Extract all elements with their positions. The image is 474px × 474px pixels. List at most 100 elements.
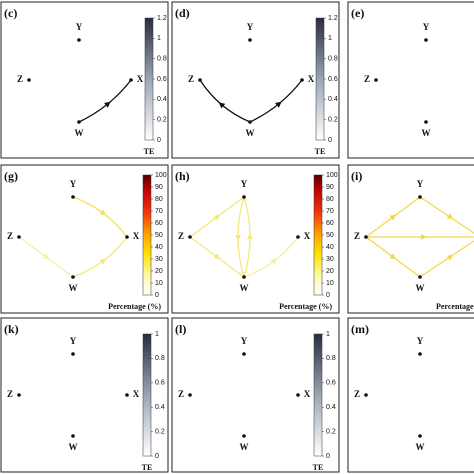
colorbar-tick-label: 1.2: [157, 15, 167, 22]
colorbar-tick-label: 90: [326, 184, 334, 191]
arrowhead: [213, 253, 221, 260]
node-dot: [418, 352, 422, 356]
colorbar-tick-label: 0: [326, 292, 330, 299]
node-dot: [300, 78, 304, 82]
colorbar-label: Percentage (%): [108, 302, 161, 311]
arrowhead: [446, 213, 454, 220]
arrowhead: [247, 233, 253, 239]
colorbar: [142, 333, 152, 457]
node-dot: [188, 393, 192, 397]
colorbar-tick-label: 0.4: [155, 404, 165, 411]
colorbar-tick-label: 80: [155, 196, 163, 203]
node-dot: [17, 235, 21, 239]
colorbar-tick-label: 0: [326, 453, 330, 460]
colorbar-tick-label: 1.2: [328, 15, 338, 22]
colorbar: [313, 174, 323, 296]
colorbar-tick-label: 10: [326, 280, 334, 287]
node-dot: [418, 434, 422, 438]
colorbar-label: Percentage (%): [436, 302, 474, 311]
colorbar-tick-label: 10: [155, 280, 163, 287]
node-label: X: [133, 231, 140, 241]
node-dot: [424, 38, 428, 42]
colorbar-tick-label: 1: [157, 35, 161, 42]
node-label: W: [246, 128, 255, 138]
node-label: X: [304, 389, 311, 399]
arrowhead: [99, 209, 107, 216]
colorbar-tick-label: 0.2: [328, 117, 338, 124]
panel: (g) Y Z X W 0 10 20 30 40 50 60 70 80 90 100 Percentage …: [0, 164, 169, 314]
node-dot: [418, 275, 422, 279]
edge: [419, 240, 474, 278]
edge: [243, 236, 299, 278]
colorbar-tick-label: 0.8: [155, 355, 165, 362]
colorbar-tick-label: 0: [157, 137, 161, 144]
node-label: Z: [178, 231, 184, 241]
colorbar: [144, 17, 154, 141]
panel-border: [347, 1, 474, 159]
node-dot: [71, 195, 75, 199]
node-label: Z: [364, 74, 370, 84]
panel-label: (d): [175, 6, 190, 20]
colorbar-tick-label: 60: [326, 220, 334, 227]
node-label: Y: [417, 336, 424, 346]
panel: (k) Y Z X W 0 0.2 0.4 0.6 0.8 1 TE: [0, 317, 169, 473]
colorbar-tick-label: 0.2: [326, 428, 336, 435]
node-dot: [77, 38, 81, 42]
node-dot: [418, 195, 422, 199]
node-dot: [374, 78, 378, 82]
colorbar-tick-label: 0.2: [157, 117, 167, 124]
panel: (h) Y Z X W 0 10 20 30 40 50 60 70 80 90 100 Percentage …: [171, 164, 340, 314]
node-dot: [71, 275, 75, 279]
colorbar-tick-label: 0.6: [328, 76, 338, 83]
arrowhead: [104, 101, 111, 108]
colorbar-tick-label: 0: [328, 137, 332, 144]
arrowhead: [218, 102, 226, 109]
node-dot: [125, 235, 129, 239]
panel-border: [347, 164, 474, 314]
node-label: X: [137, 74, 144, 84]
arrowhead: [275, 101, 282, 108]
node-dot: [364, 235, 368, 239]
node-label: X: [308, 74, 315, 84]
node-label: Y: [247, 22, 254, 32]
node-label: Z: [178, 389, 184, 399]
edge: [78, 79, 132, 123]
node-dot: [242, 275, 246, 279]
panel-label: (k): [4, 322, 19, 336]
node-dot: [129, 78, 133, 82]
arrowhead: [213, 214, 221, 221]
edge: [199, 79, 251, 123]
node-label: Y: [241, 179, 248, 189]
node-label: Z: [17, 74, 23, 84]
colorbar-tick-label: 30: [326, 256, 334, 263]
colorbar-tick-label: 30: [155, 256, 163, 263]
node-label: X: [304, 231, 311, 241]
arrowhead: [421, 234, 427, 240]
panel-border: [171, 317, 340, 473]
panel-label: (m): [351, 322, 369, 336]
node-dot: [364, 393, 368, 397]
panel-border: [0, 317, 169, 473]
node-label: W: [240, 442, 249, 452]
panel: (d) Y Z X W 0 0.2 0.4 0.6 0.8 1 1.2 TE: [171, 1, 340, 159]
colorbar-tick-label: 0.8: [157, 56, 167, 63]
panel-border: [0, 1, 169, 159]
node-dot: [242, 195, 246, 199]
colorbar-label: Percentage (%): [279, 302, 332, 311]
node-dot: [242, 352, 246, 356]
node-dot: [242, 434, 246, 438]
colorbar-label: TE: [313, 463, 324, 472]
node-dot: [71, 352, 75, 356]
node-label: W: [240, 283, 249, 293]
colorbar-tick-label: 20: [326, 268, 334, 275]
panel-border: [171, 1, 340, 159]
colorbar-tick-label: 1: [326, 331, 330, 338]
node-dot: [248, 38, 252, 42]
colorbar-tick-label: 80: [326, 196, 334, 203]
panel-label: (g): [4, 169, 18, 183]
arrowhead: [99, 258, 107, 265]
colorbar: [315, 17, 325, 141]
panel: (m) Y Z W: [347, 317, 474, 473]
node-dot: [424, 120, 428, 124]
